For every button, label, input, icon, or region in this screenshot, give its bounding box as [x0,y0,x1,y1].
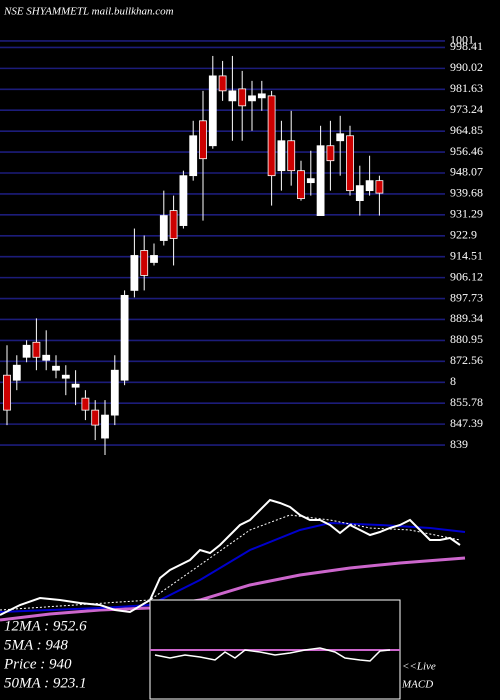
candle-body [336,133,345,142]
y-tick-label: 839 [450,437,468,451]
candle-body [179,175,188,226]
y-tick-label: 948.07 [450,165,483,179]
candle-body [267,95,276,177]
candle-body [228,90,237,102]
y-tick-label: 906.12 [450,269,483,283]
y-tick-label: 964.85 [450,123,483,137]
candle-body [130,255,139,291]
candle-body [12,364,21,381]
candle-body [91,409,100,426]
candle-body [22,344,31,358]
ma50-label: 50MA : 923.1 [4,675,87,691]
candles [3,55,384,456]
candle-body [355,185,364,202]
candle-body [218,75,227,92]
indicator-panel [0,498,466,700]
macd-line [154,647,391,662]
candle-body [297,170,305,200]
candle-body [32,341,41,358]
candle-body [71,383,80,388]
candle-body [81,397,90,411]
y-tick-label: 914.51 [450,248,483,262]
y-tick-label: 855.78 [450,395,483,409]
ma50-line [0,556,466,622]
candle-body [375,180,384,194]
y-tick-label: 847.39 [450,416,483,430]
y-tick-label: 922.9 [450,228,477,242]
y-tick-label: 956.46 [450,144,483,158]
ma12-label: 12MA : 952.6 [4,618,87,634]
y-tick-label: 981.63 [450,81,483,95]
candle-body [61,374,70,379]
y-tick-label: 990.02 [450,60,483,74]
candle-body [42,354,51,361]
y-tick-label: 1001 [450,33,474,47]
y-tick-label: 889.34 [450,311,483,325]
candle-body [120,294,129,381]
candle-body [159,215,168,241]
candle-body [306,178,315,184]
candle-body [101,414,109,439]
candle-body [238,88,247,107]
candle-body [3,374,11,411]
candle-body [110,369,119,416]
macd-label: MACD [401,679,433,691]
candle-body [189,135,198,177]
y-tick-label: 939.68 [450,186,483,200]
price-label: Price : 940 [3,656,72,672]
live-label: <<Live [402,661,436,673]
candle-body [52,365,60,371]
candle-body [346,135,354,192]
y-tick-label: 8 [450,374,456,388]
candle-body [326,145,335,162]
candle-body [277,140,286,172]
candle-body [287,140,296,172]
y-tick-label: 931.29 [450,207,483,221]
chart-title: NSE SHYAMMETL mail.bullkhan.com [3,6,174,18]
candle-body [169,210,178,239]
candle-body [199,120,207,160]
candle-body [150,255,158,263]
y-tick-label: 872.56 [450,353,483,367]
price-line [0,498,461,616]
candle-body [365,180,374,192]
y-tick-label: 973.24 [450,102,483,116]
candle-body [316,145,325,216]
candle-body [248,95,256,102]
candle-body [257,93,266,99]
y-tick-label: 897.73 [450,290,483,304]
ma5-label: 5MA : 948 [4,637,68,653]
y-tick-label: 880.95 [450,332,483,346]
candle-body [208,75,217,147]
y-tick-label: 998.41 [450,39,483,53]
candle-body [140,250,149,276]
